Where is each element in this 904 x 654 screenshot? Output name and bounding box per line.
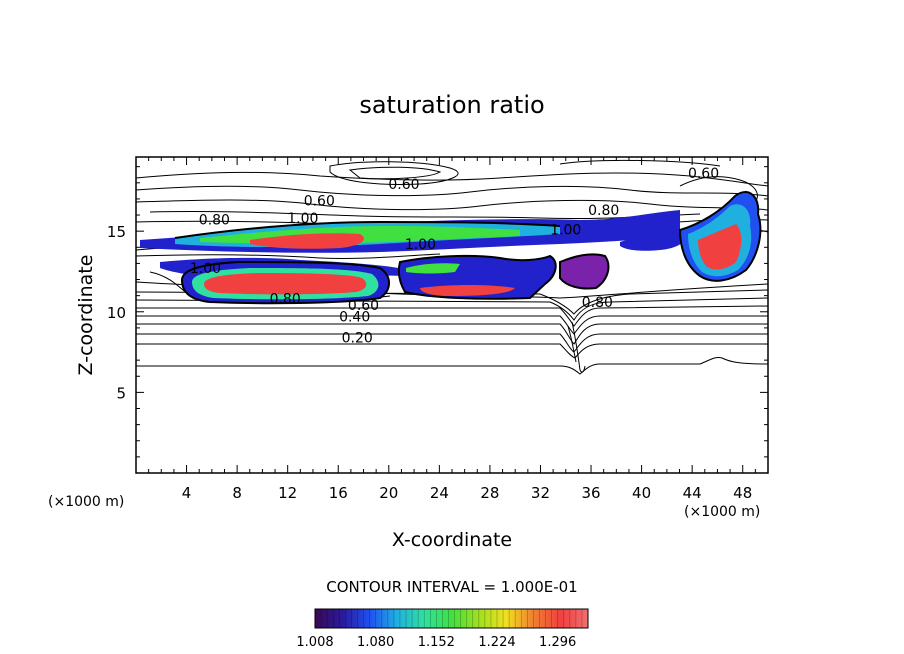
shaded-region xyxy=(560,254,609,289)
plot-frame xyxy=(135,156,769,474)
contour-line xyxy=(136,357,768,375)
contour-line xyxy=(180,260,390,305)
contour-label: 0.20 xyxy=(342,330,373,346)
contour-label: 1.00 xyxy=(405,237,436,253)
contour-line xyxy=(397,254,557,300)
shaded-region xyxy=(406,263,460,274)
contour-line xyxy=(136,333,768,353)
contour-line xyxy=(136,305,768,327)
contour-line xyxy=(136,343,768,359)
shaded-region xyxy=(204,273,367,295)
contour-label: 1.00 xyxy=(287,211,318,227)
x-unit-label: (×1000 m) xyxy=(684,504,760,520)
contour-line xyxy=(136,185,768,197)
y-axis-label: Z-coordinate xyxy=(75,255,97,376)
contour-line xyxy=(329,161,459,185)
contour-line xyxy=(559,159,721,167)
x-tick-label: 16 xyxy=(329,484,348,502)
contour-line xyxy=(136,315,768,335)
contour-label: 0.60 xyxy=(348,298,379,314)
contour-line xyxy=(136,297,768,321)
shaded-region xyxy=(620,232,684,251)
contour-line xyxy=(571,321,586,373)
x-tick-label: 8 xyxy=(232,484,242,502)
contour-line xyxy=(174,220,561,239)
x-axis-label: X-coordinate xyxy=(392,529,512,551)
contour-line xyxy=(136,171,768,187)
contour-label: 0.80 xyxy=(582,295,613,311)
x-tick-label: 20 xyxy=(379,484,398,502)
x-tick-label: 32 xyxy=(531,484,550,502)
contour-label: 0.60 xyxy=(388,177,419,193)
colorbar-tick-label: 1.296 xyxy=(539,635,576,650)
colorbar-ticks: 1.008 1.080 1.152 1.224 1.296 xyxy=(296,609,583,650)
contour-line xyxy=(136,253,441,260)
colorbar-tick-label: 1.224 xyxy=(478,635,515,650)
chart-title: saturation ratio xyxy=(359,91,544,119)
colorbar-tick-label: 1.080 xyxy=(357,635,394,650)
shaded-region xyxy=(250,233,364,249)
shaded-region xyxy=(420,285,515,296)
x-tick-label: 12 xyxy=(278,484,297,502)
z-unit-label: (×1000 m) xyxy=(48,494,124,510)
contour-line xyxy=(149,210,701,220)
colorbar-tick-label: 1.008 xyxy=(296,635,333,650)
contour-label: 0.80 xyxy=(199,213,230,229)
x-tick-label: 44 xyxy=(683,484,702,502)
contour-line xyxy=(348,166,442,180)
y-tick-label: 5 xyxy=(116,384,126,402)
contour-label: 1.00 xyxy=(550,222,581,238)
contour-label: 0.80 xyxy=(270,292,301,308)
contour-line xyxy=(678,191,762,282)
contour-label: 1.00 xyxy=(190,261,221,277)
x-tick-label: 48 xyxy=(733,484,752,502)
x-tick-label: 40 xyxy=(632,484,651,502)
y-tick-label: 10 xyxy=(107,304,126,322)
y-tick-label: 15 xyxy=(107,223,126,241)
y-axis: 5 10 15 xyxy=(107,166,768,458)
contour-line xyxy=(136,323,768,345)
x-axis: 4 8 12 16 20 24 28 32 36 40 44 48 xyxy=(148,157,756,502)
x-tick-label: 36 xyxy=(581,484,600,502)
x-tick-label: 28 xyxy=(480,484,499,502)
colorbar xyxy=(314,608,589,629)
shaded-regions xyxy=(140,192,761,304)
contour-label: 0.40 xyxy=(339,309,370,325)
contour-label: 0.60 xyxy=(688,166,719,182)
x-tick-label: 24 xyxy=(430,484,449,502)
contour-line xyxy=(136,199,768,211)
contour-labels: 0.60 0.60 0.60 0.80 1.00 0.80 1.00 1.00 1.00 0.80… xyxy=(190,166,719,346)
contour-field xyxy=(136,159,768,375)
x-tick-label: 4 xyxy=(182,484,192,502)
contour-label: 0.80 xyxy=(588,203,619,219)
shaded-region xyxy=(698,224,742,270)
contour-line xyxy=(559,253,610,290)
colorbar-tick-label: 1.152 xyxy=(418,635,455,650)
contour-interval-label: CONTOUR INTERVAL = 1.000E-01 xyxy=(326,578,577,596)
contour-line xyxy=(567,325,577,363)
contour-label: 0.60 xyxy=(304,193,335,209)
